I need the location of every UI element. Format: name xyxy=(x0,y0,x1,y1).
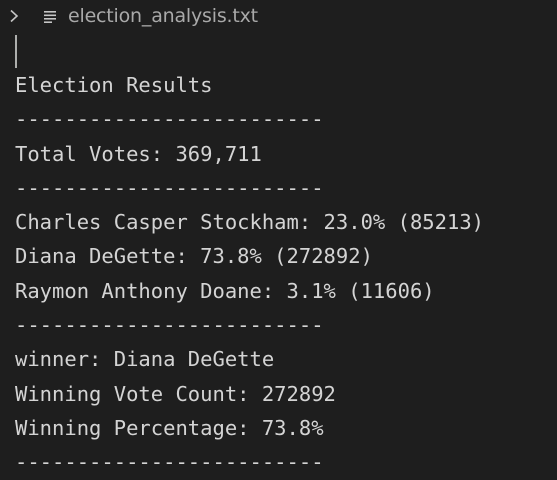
breadcrumb: election_analysis.txt xyxy=(0,0,557,32)
separator-line: ------------------------- xyxy=(15,313,324,338)
editor-text-content[interactable]: Election Results -----------------------… xyxy=(15,68,484,480)
candidate-result-line: Diana DeGette: 73.8% (272892) xyxy=(15,244,373,269)
separator-line: ------------------------- xyxy=(15,107,324,132)
separator-line: ------------------------- xyxy=(15,175,324,200)
candidate-result-line: Raymon Anthony Doane: 3.1% (11606) xyxy=(15,278,435,303)
text-file-icon xyxy=(43,6,59,26)
chevron-right-icon[interactable] xyxy=(8,6,22,26)
candidate-result-line: Charles Casper Stockham: 23.0% (85213) xyxy=(15,210,484,235)
total-votes-line: Total Votes: 369,711 xyxy=(15,141,262,166)
breadcrumb-file-name[interactable]: election_analysis.txt xyxy=(68,5,258,27)
separator-line: ------------------------- xyxy=(15,450,324,475)
text-cursor xyxy=(15,35,17,68)
winning-percentage-line: Winning Percentage: 73.8% xyxy=(15,415,324,440)
results-heading: Election Results xyxy=(15,73,213,97)
winner-line: winner: Diana DeGette xyxy=(15,347,275,372)
winning-vote-count-line: Winning Vote Count: 272892 xyxy=(15,381,336,406)
